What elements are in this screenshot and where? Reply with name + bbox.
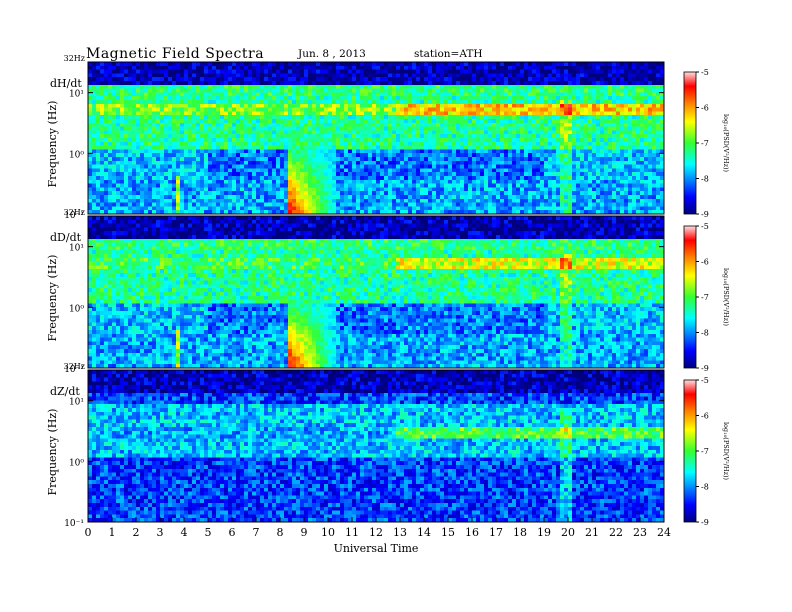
panel-label: dZ/dt bbox=[50, 385, 80, 398]
spectrogram-panel-dh-dt: 32HzdH/dtFrequency (Hz)10¹10⁰10⁻¹-5-6-7-… bbox=[46, 54, 730, 221]
x-tick-label: 3 bbox=[157, 526, 164, 539]
x-tick-label: 12 bbox=[369, 526, 383, 539]
colorbar-tick-label: -5 bbox=[701, 68, 709, 77]
x-tick-label: 5 bbox=[205, 526, 212, 539]
x-tick-label: 18 bbox=[513, 526, 527, 539]
x-tick-label: 16 bbox=[465, 526, 479, 539]
x-tick-label: 21 bbox=[585, 526, 599, 539]
panel-label: dD/dt bbox=[50, 231, 82, 244]
x-tick-label: 4 bbox=[181, 526, 188, 539]
heatmap-cells bbox=[88, 62, 664, 214]
x-axis-label: Universal Time bbox=[334, 542, 419, 555]
x-tick-label: 2 bbox=[133, 526, 140, 539]
x-tick-label: 6 bbox=[229, 526, 236, 539]
colorbar bbox=[684, 226, 696, 368]
colorbar-tick-label: -8 bbox=[701, 175, 709, 184]
y-tick-label: 10⁻¹ bbox=[64, 519, 84, 529]
heatmap-cells bbox=[88, 370, 664, 522]
y-axis-label: Frequency (Hz) bbox=[46, 255, 59, 342]
spectrogram-panel-dd-dt: 32HzdD/dtFrequency (Hz)10¹10⁰10⁻¹-5-6-7-… bbox=[46, 208, 730, 375]
y-tick-label: 10⁰ bbox=[69, 458, 84, 468]
y-top-label: 32Hz bbox=[64, 208, 85, 217]
colorbar-label: log₁₀(PSD(V²/Hz)) bbox=[722, 268, 730, 327]
heatmap-cells bbox=[88, 216, 664, 368]
colorbar-tick-label: -8 bbox=[701, 329, 709, 338]
colorbar-label: log₁₀(PSD(V²/Hz)) bbox=[722, 422, 730, 481]
y-tick-label: 10¹ bbox=[69, 244, 84, 254]
spectrogram-panel-dz-dt: 32Hz dZ/dt Frequency (Hz) 10¹ 10⁰ 10⁻¹ -5 -6 -7 -… bbox=[46, 362, 730, 555]
x-tick-label: 13 bbox=[393, 526, 407, 539]
colorbar-tick-label: -7 bbox=[701, 447, 709, 456]
x-tick-label: 23 bbox=[633, 526, 647, 539]
x-tick-label: 1 bbox=[109, 526, 116, 539]
colorbar-tick-label: -7 bbox=[701, 139, 709, 148]
y-top-label: 32Hz bbox=[64, 54, 85, 63]
panel-label: dH/dt bbox=[50, 77, 82, 90]
colorbar-tick-label: -8 bbox=[701, 483, 709, 492]
colorbar-tick-label: -6 bbox=[701, 104, 709, 113]
x-tick-label: 8 bbox=[277, 526, 284, 539]
colorbar-tick-label: -6 bbox=[701, 412, 709, 421]
x-tick-label: 14 bbox=[417, 526, 431, 539]
y-axis-label: Frequency (Hz) bbox=[46, 409, 59, 496]
x-tick-label: 17 bbox=[489, 526, 503, 539]
y-tick-label: 10⁰ bbox=[69, 150, 84, 160]
x-tick-label: 24 bbox=[657, 526, 671, 539]
colorbar-tick-label: -5 bbox=[701, 376, 709, 385]
colorbar-tick-label: -7 bbox=[701, 293, 709, 302]
x-tick-label: 0 bbox=[85, 526, 92, 539]
colorbar-tick-label: -9 bbox=[701, 364, 709, 373]
y-tick-label: 10¹ bbox=[69, 90, 84, 100]
colorbar bbox=[684, 380, 696, 522]
colorbar-tick-label: -6 bbox=[701, 258, 709, 267]
colorbar bbox=[684, 72, 696, 214]
x-tick-label: 10 bbox=[321, 526, 335, 539]
y-top-label: 32Hz bbox=[64, 362, 85, 371]
colorbar-tick-label: -9 bbox=[701, 210, 709, 219]
x-tick-label: 9 bbox=[301, 526, 308, 539]
colorbar-tick-label: -5 bbox=[701, 222, 709, 231]
y-tick-label: 10⁰ bbox=[69, 304, 84, 314]
x-tick-label: 20 bbox=[561, 526, 575, 539]
x-tick-label: 15 bbox=[441, 526, 455, 539]
x-tick-label: 22 bbox=[609, 526, 623, 539]
x-tick-label: 19 bbox=[537, 526, 551, 539]
x-tick-label: 11 bbox=[345, 526, 359, 539]
colorbar-tick-label: -9 bbox=[701, 518, 709, 527]
x-tick-label: 7 bbox=[253, 526, 260, 539]
y-axis-label: Frequency (Hz) bbox=[46, 101, 59, 188]
colorbar-label: log₁₀(PSD(V²/Hz)) bbox=[722, 114, 730, 173]
y-tick-label: 10¹ bbox=[69, 398, 84, 408]
